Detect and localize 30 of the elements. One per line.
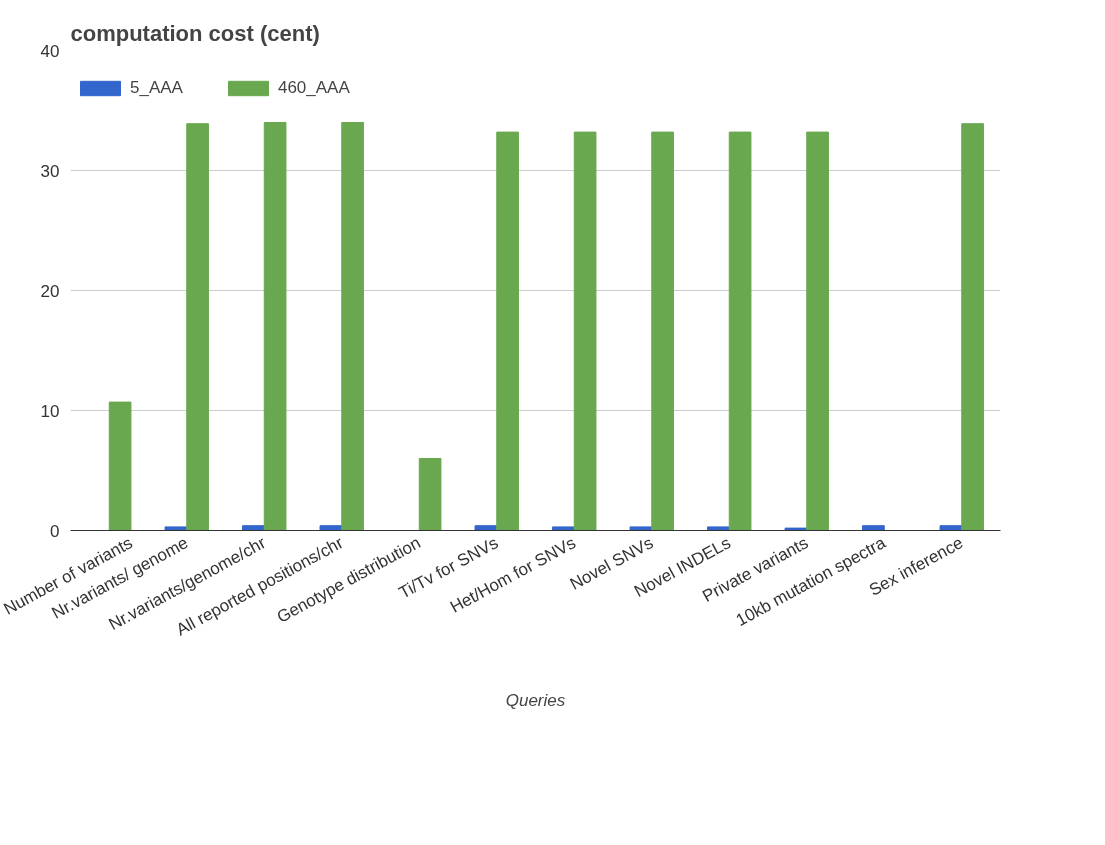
bar [806, 131, 829, 531]
bar [961, 123, 984, 531]
bar [186, 123, 209, 531]
bar [939, 525, 963, 531]
bar [341, 122, 364, 531]
bar [108, 401, 132, 531]
y-tick-label: 0 [50, 521, 60, 541]
y-tick-label: 30 [40, 161, 60, 181]
bar [418, 458, 442, 531]
bar [474, 525, 498, 531]
bar [728, 131, 752, 531]
bar [707, 526, 730, 531]
bar [496, 131, 519, 531]
legend-label: 5_AAA [130, 78, 183, 98]
x-axis-title: Queries [505, 690, 566, 710]
y-tick-label: 10 [40, 401, 60, 421]
bar [862, 525, 885, 531]
bar [263, 122, 287, 531]
bar [319, 525, 343, 531]
bar [552, 526, 575, 531]
bar [164, 526, 188, 531]
chart-title: computation cost (cent) [70, 20, 320, 46]
bar [629, 526, 653, 531]
y-tick-label: 40 [40, 41, 60, 61]
legend-label: 460_AAA [277, 78, 350, 98]
bar [242, 525, 265, 531]
bar [573, 131, 597, 531]
bar [651, 131, 674, 531]
y-tick-label: 20 [40, 281, 60, 301]
bar [784, 527, 808, 531]
